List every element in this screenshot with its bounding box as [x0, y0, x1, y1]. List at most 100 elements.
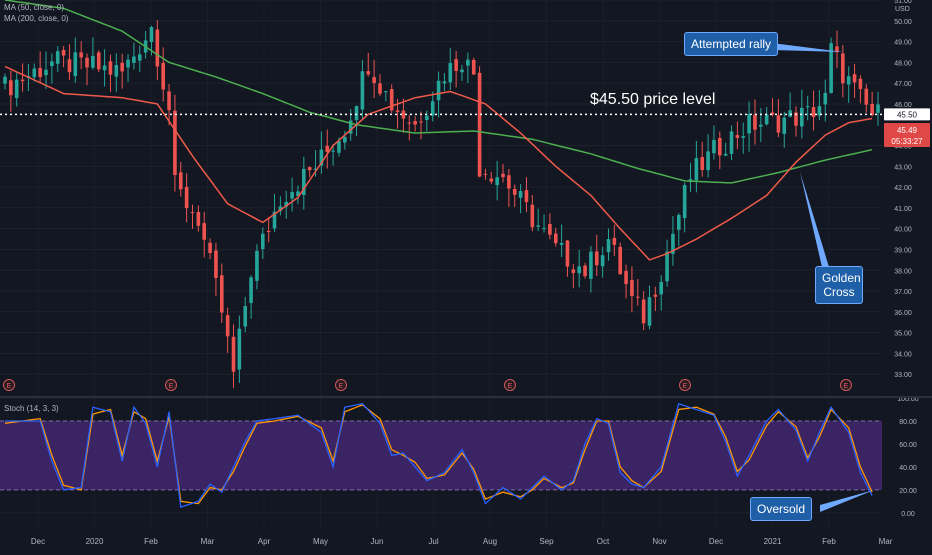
candle-body — [495, 177, 499, 186]
candle-body — [425, 115, 429, 120]
candle-body — [671, 233, 675, 254]
candle-body — [407, 122, 412, 124]
candle-body — [507, 175, 511, 189]
last-price-tag — [884, 123, 930, 147]
stoch-band — [0, 420, 882, 491]
candle-body — [600, 255, 605, 267]
candle-body — [729, 131, 734, 154]
time-tick-label: May — [313, 537, 328, 546]
price-tick-label: 33.00 — [894, 372, 912, 379]
ma200-legend[interactable]: MA (200, close, 0) — [4, 14, 69, 23]
candle-body — [852, 74, 857, 83]
candle-body — [44, 69, 48, 76]
candle-body — [530, 204, 535, 228]
time-tick-label: Nov — [652, 537, 666, 546]
candle-body — [243, 306, 248, 327]
candle-body — [214, 250, 218, 278]
candle-body — [389, 89, 394, 111]
candle-body — [55, 51, 60, 64]
time-tick-label: Jul — [428, 537, 438, 546]
candle-body — [489, 178, 494, 182]
stoch-tick-label: 0.00 — [901, 511, 915, 518]
candle-body — [296, 191, 300, 197]
candle-body — [67, 59, 72, 73]
stoch-legend[interactable]: Stoch (14, 3, 3) — [4, 404, 59, 413]
price-level-label: $45.50 price level — [590, 91, 716, 108]
time-tick-label: Apr — [258, 537, 271, 546]
golden-cross-line2: Cross — [823, 285, 855, 299]
candle-body — [419, 121, 423, 123]
candle-body — [73, 52, 78, 77]
candle-body — [612, 237, 617, 245]
earnings-marker-label: E — [508, 383, 513, 390]
candle-body — [647, 297, 652, 326]
candle-body — [565, 240, 570, 267]
stoch-tick-label: 40.00 — [899, 465, 917, 472]
stoch-tick-label: 60.00 — [899, 442, 917, 449]
time-tick-label: Feb — [144, 537, 158, 546]
oversold-callout: Oversold — [750, 497, 813, 521]
candle-body — [137, 54, 142, 61]
price-tick-label: 35.00 — [894, 331, 912, 338]
earnings-marker-circle — [840, 379, 852, 391]
candle-body — [571, 269, 576, 274]
candle-body — [430, 101, 435, 116]
candle-body — [630, 280, 634, 297]
candle-body — [237, 328, 242, 370]
candle-body — [776, 115, 781, 133]
attempted-rally-callout: Attempted rally — [684, 32, 779, 56]
ma50-legend[interactable]: MA (50, close, 0) — [4, 3, 65, 12]
candle-body — [378, 83, 382, 94]
candle-body — [518, 190, 523, 198]
candle-body — [307, 167, 312, 171]
candle-body — [249, 277, 253, 304]
candle-body — [876, 104, 880, 113]
candle-body — [343, 137, 347, 143]
candle-body — [384, 91, 388, 93]
candle-body — [102, 65, 107, 71]
candle-body — [618, 246, 623, 275]
stoch-lines — [4, 402, 873, 508]
ma50-line — [4, 65, 873, 261]
candle-body — [735, 134, 740, 138]
level-price-tag-text: 45.50 — [897, 110, 918, 119]
time-tick-label: Sep — [539, 537, 554, 546]
candle-body — [337, 141, 341, 153]
price-tick-label: 40.00 — [894, 227, 912, 234]
candle-body — [682, 185, 687, 219]
candle-body — [413, 120, 417, 125]
level-price-tag — [884, 108, 930, 121]
candle-body — [354, 106, 359, 121]
candle-body — [624, 270, 628, 285]
stoch-tick-label: 20.00 — [899, 488, 917, 495]
candle-body — [14, 79, 19, 99]
time-tick-label: Mar — [201, 537, 215, 546]
candle-body — [196, 211, 201, 226]
candle-body — [266, 230, 271, 233]
candle-body — [759, 124, 763, 127]
candle-body — [331, 150, 335, 152]
candle-body — [91, 55, 95, 68]
price-tick-label: 38.00 — [894, 268, 912, 275]
golden-cross-pointer — [800, 172, 829, 267]
time-tick-label: 2021 — [764, 537, 782, 546]
candle-body — [870, 103, 874, 116]
candle-body — [794, 112, 798, 126]
candle-body — [706, 151, 710, 171]
earnings-marker-label: E — [683, 383, 688, 390]
candle-body — [85, 57, 89, 68]
candle-body — [132, 56, 136, 63]
candle-body — [348, 120, 353, 134]
candle-body — [835, 46, 839, 53]
candle-body — [858, 78, 863, 90]
time-tick-label: Oct — [597, 537, 610, 546]
candle-body — [149, 27, 154, 43]
candle-body — [846, 76, 851, 85]
time-tick-label: Dec — [709, 537, 723, 546]
candle-body — [753, 114, 757, 130]
candle-body — [723, 153, 728, 156]
stoch-tick-label: 80.00 — [899, 419, 917, 426]
candle-body — [864, 88, 869, 105]
